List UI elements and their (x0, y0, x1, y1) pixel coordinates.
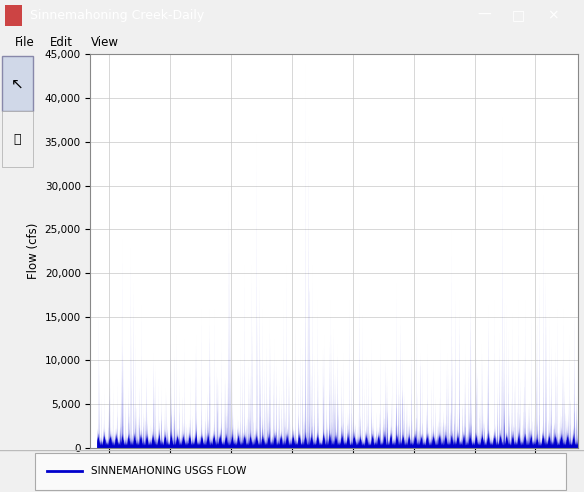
Text: File: File (15, 35, 34, 49)
Bar (35, 453, 566, 490)
Text: □: □ (512, 8, 525, 22)
Text: Edit: Edit (50, 35, 72, 49)
Y-axis label: Flow (cfs): Flow (cfs) (27, 223, 40, 279)
Text: Sinnemahoning Creek-Daily: Sinnemahoning Creek-Daily (30, 8, 204, 22)
Text: ×: × (547, 8, 558, 22)
Text: ↖: ↖ (11, 76, 24, 91)
Bar (2, 111, 33, 167)
Bar (5, 4, 22, 26)
Text: View: View (91, 35, 119, 49)
Text: 🔍: 🔍 (14, 132, 21, 146)
Text: —: — (478, 8, 492, 22)
Bar (2, 56, 33, 111)
Text: SINNEMAHONING USGS FLOW: SINNEMAHONING USGS FLOW (91, 466, 246, 476)
